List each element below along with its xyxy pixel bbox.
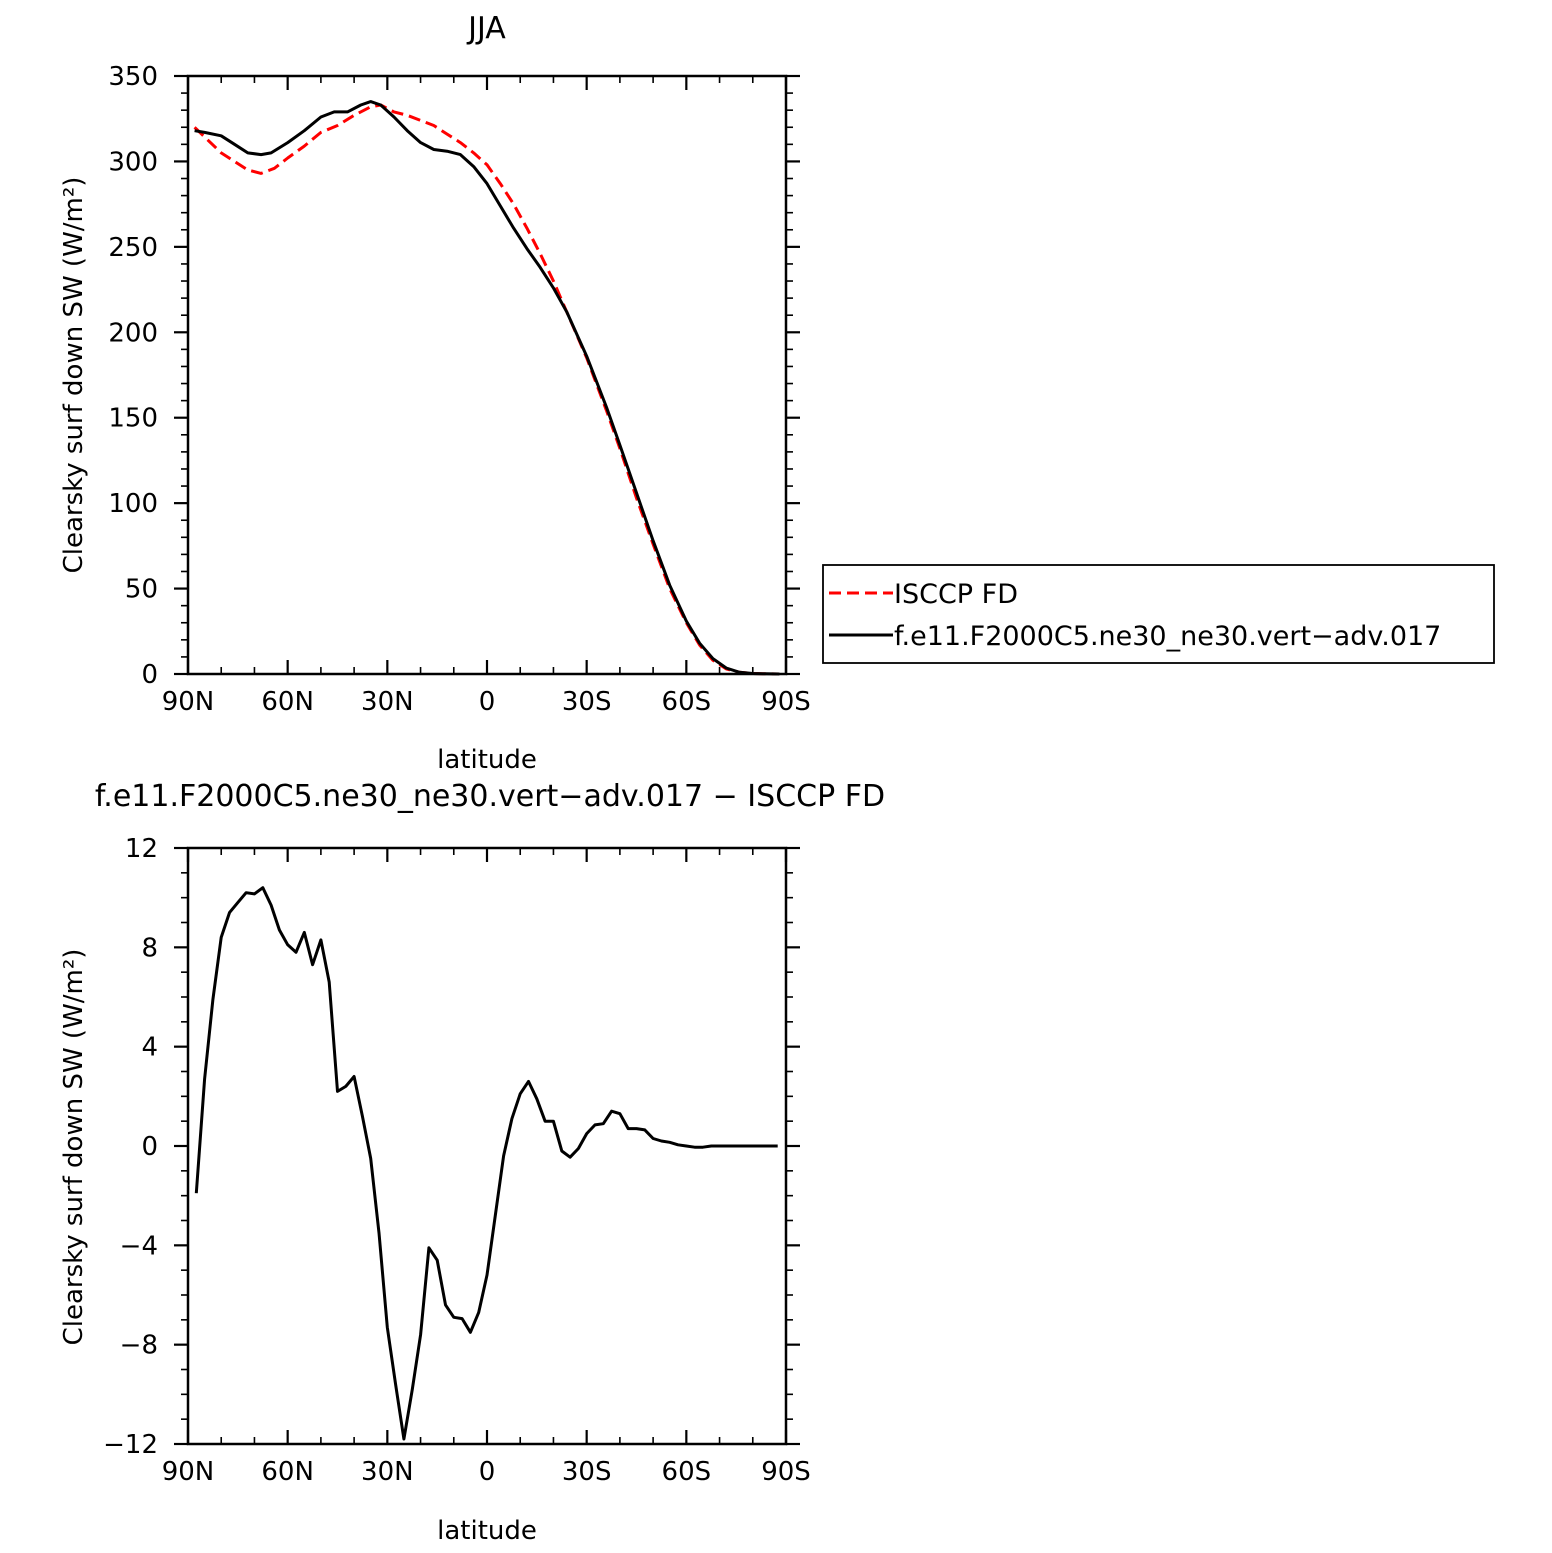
top-chart: JJA 90N 60N 30N 0 30S 60S 90S 0 50 100 150 200 250 30… — [59, 11, 1495, 775]
top-chart-xtick-label: 30S — [562, 687, 612, 717]
bottom-chart-ytick-label: 4 — [141, 1033, 158, 1063]
bottom-chart-ytick-label: 0 — [141, 1132, 158, 1162]
bottom-chart-ytick-label: 12 — [125, 834, 158, 864]
bottom-chart-ytick-label: −4 — [120, 1231, 158, 1261]
bottom-chart-xtick-label: 0 — [479, 1457, 496, 1487]
top-chart-xtick-label: 0 — [479, 687, 496, 717]
bottom-chart-xtick-label: 30S — [562, 1457, 612, 1487]
top-chart-ytick-label: 250 — [108, 233, 158, 263]
top-chart-series-line-1 — [194, 100, 780, 676]
top-chart-title: JJA — [466, 11, 506, 46]
top-chart-ytick-label: 100 — [108, 489, 158, 519]
legend-box — [822, 564, 1495, 664]
top-chart-ylabel: Clearsky surf down SW (W/m²) — [59, 177, 89, 574]
bottom-chart-xlabel: latitude — [437, 1516, 537, 1546]
bottom-chart-ytick-label: 8 — [141, 933, 158, 963]
bottom-chart-xtick-label: 30N — [361, 1457, 414, 1487]
bottom-chart-title: f.e11.F2000C5.ne30_ne30.vert−adv.017 − I… — [95, 779, 885, 814]
bottom-chart-ytick-label: −12 — [103, 1430, 158, 1460]
bottom-chart-xtick-label: 60S — [662, 1457, 712, 1487]
bottom-chart-xtick-label: 60N — [261, 1457, 314, 1487]
bottom-chart-series-line-0 — [194, 886, 778, 1441]
bottom-chart-ylabel: Clearsky surf down SW (W/m²) — [59, 949, 89, 1346]
bottom-chart-ticks: 90N 60N 30N 0 30S 60S 90S −12 −8 −4 0 4 8 12 — [103, 834, 811, 1487]
top-chart-xtick-label: 90N — [162, 687, 215, 717]
bottom-chart-lines — [194, 886, 778, 1441]
top-chart-series-line-0 — [193, 103, 780, 676]
top-chart-xtick-label: 90S — [761, 687, 811, 717]
top-chart-ticks: 90N 60N 30N 0 30S 60S 90S 0 50 100 150 200 250 300 350 — [108, 62, 810, 717]
top-chart-plot-frame — [186, 74, 788, 676]
top-chart-xtick-label: 60S — [662, 687, 712, 717]
top-chart-ytick-label: 150 — [108, 404, 158, 434]
bottom-chart-xtick-label: 90N — [162, 1457, 215, 1487]
bottom-chart-plot-frame — [186, 846, 788, 1446]
top-chart-ytick-label: 200 — [108, 318, 158, 348]
bottom-chart: f.e11.F2000C5.ne30_ne30.vert−adv.017 − I… — [59, 779, 885, 1546]
top-chart-ytick-label: 300 — [108, 147, 158, 177]
legend-label-isccp: ISCCP FD — [894, 579, 1018, 610]
top-chart-ytick-label: 0 — [141, 660, 158, 690]
top-chart-xtick-label: 30N — [361, 687, 414, 717]
legend: ISCCP FD f.e11.F2000C5.ne30_ne30.vert−ad… — [822, 564, 1495, 664]
bottom-chart-ytick-label: −8 — [120, 1331, 158, 1361]
bottom-chart-xtick-label: 90S — [761, 1457, 811, 1487]
top-chart-ytick-label: 350 — [108, 62, 158, 92]
top-chart-xlabel: latitude — [437, 745, 537, 775]
top-chart-lines — [193, 100, 780, 676]
top-chart-ytick-label: 50 — [125, 575, 158, 605]
legend-label-model: f.e11.F2000C5.ne30_ne30.vert−adv.017 — [894, 621, 1441, 652]
top-chart-xtick-label: 60N — [261, 687, 314, 717]
